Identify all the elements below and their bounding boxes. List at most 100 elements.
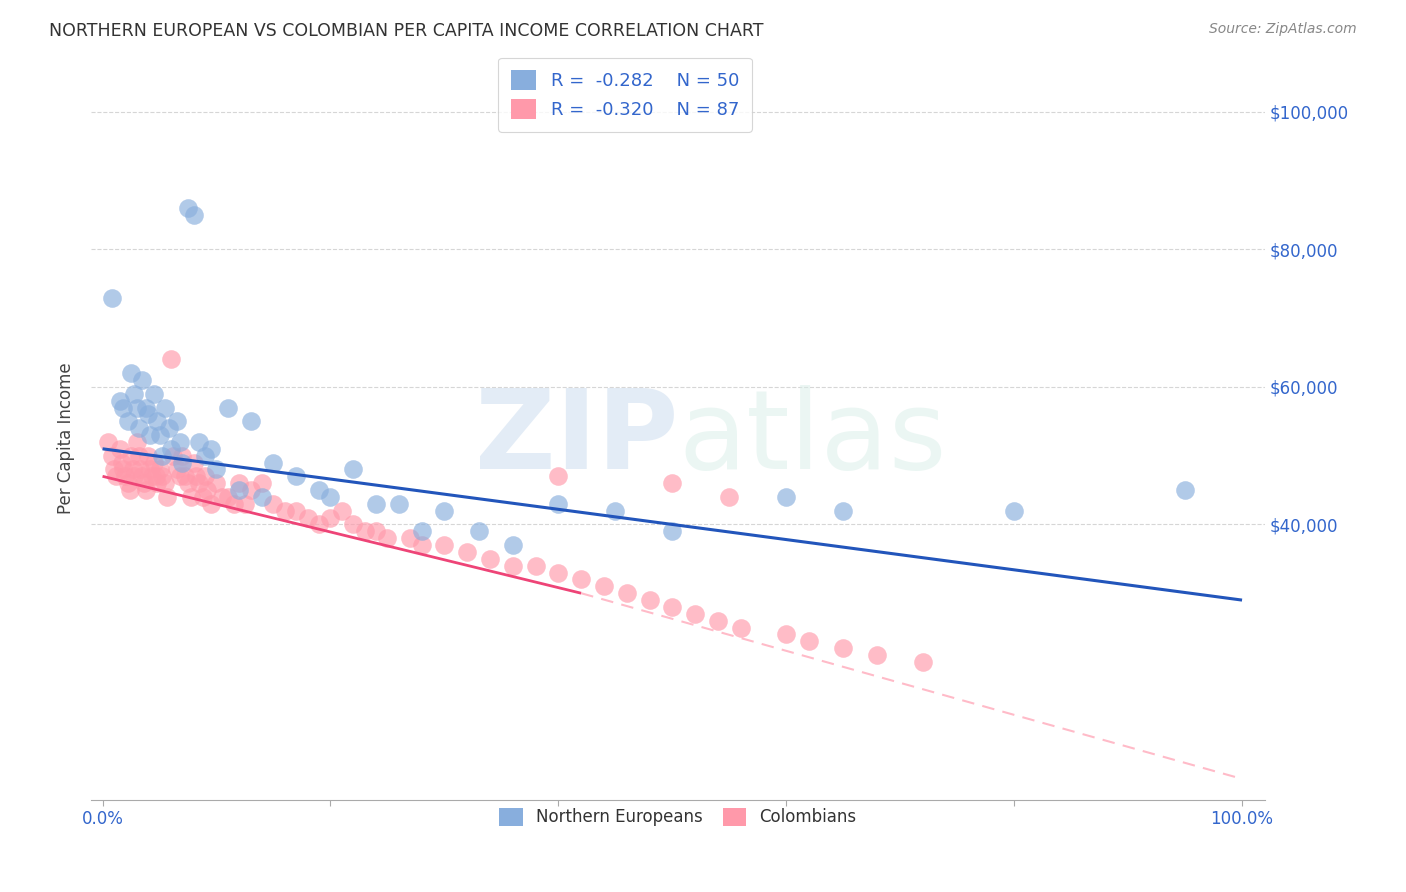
Text: NORTHERN EUROPEAN VS COLOMBIAN PER CAPITA INCOME CORRELATION CHART: NORTHERN EUROPEAN VS COLOMBIAN PER CAPIT…	[49, 22, 763, 40]
Point	[285, 504, 308, 518]
Point	[136, 408, 159, 422]
Text: atlas: atlas	[678, 385, 946, 492]
Point	[205, 476, 228, 491]
Point	[166, 414, 188, 428]
Point	[661, 476, 683, 491]
Point	[797, 634, 820, 648]
Point	[131, 373, 153, 387]
Point	[124, 469, 146, 483]
Point	[250, 476, 273, 491]
Point	[274, 504, 297, 518]
Point	[239, 483, 262, 497]
Point	[118, 483, 141, 497]
Point	[330, 504, 353, 518]
Text: Source: ZipAtlas.com: Source: ZipAtlas.com	[1209, 22, 1357, 37]
Point	[228, 483, 250, 497]
Point	[211, 490, 233, 504]
Point	[683, 607, 706, 621]
Point	[775, 627, 797, 641]
Text: ZIP: ZIP	[475, 385, 678, 492]
Point	[150, 449, 173, 463]
Point	[297, 510, 319, 524]
Point	[108, 393, 131, 408]
Point	[502, 538, 524, 552]
Point	[184, 469, 207, 483]
Point	[200, 497, 222, 511]
Point	[160, 442, 183, 456]
Point	[661, 524, 683, 539]
Point	[160, 352, 183, 367]
Point	[120, 449, 142, 463]
Point	[112, 401, 135, 415]
Point	[146, 476, 169, 491]
Point	[142, 456, 165, 470]
Point	[1174, 483, 1197, 497]
Point	[194, 449, 217, 463]
Point	[353, 524, 375, 539]
Point	[117, 476, 139, 491]
Point	[132, 476, 155, 491]
Y-axis label: Per Capita Income: Per Capita Income	[58, 363, 75, 515]
Point	[319, 510, 342, 524]
Point	[364, 497, 387, 511]
Point	[832, 504, 855, 518]
Point	[308, 517, 330, 532]
Point	[125, 401, 148, 415]
Point	[285, 469, 308, 483]
Point	[128, 421, 150, 435]
Point	[411, 538, 433, 552]
Point	[111, 456, 134, 470]
Point	[124, 386, 146, 401]
Point	[217, 490, 239, 504]
Point	[342, 462, 364, 476]
Point	[150, 469, 173, 483]
Point	[605, 504, 627, 518]
Point	[136, 449, 159, 463]
Point	[114, 469, 136, 483]
Point	[228, 476, 250, 491]
Point	[169, 434, 191, 449]
Point	[194, 469, 217, 483]
Point	[139, 462, 162, 476]
Point	[155, 476, 177, 491]
Point	[177, 476, 200, 491]
Point	[250, 490, 273, 504]
Point	[377, 531, 399, 545]
Point	[172, 456, 194, 470]
Point	[172, 449, 194, 463]
Point	[775, 490, 797, 504]
Point	[183, 456, 205, 470]
Point	[166, 462, 188, 476]
Point	[569, 573, 592, 587]
Point	[148, 462, 170, 476]
Point	[112, 462, 135, 476]
Point	[148, 428, 170, 442]
Point	[141, 469, 163, 483]
Point	[364, 524, 387, 539]
Point	[142, 386, 165, 401]
Point	[866, 648, 889, 662]
Point	[233, 497, 256, 511]
Point	[911, 655, 934, 669]
Point	[217, 401, 239, 415]
Point	[108, 442, 131, 456]
Point	[128, 449, 150, 463]
Point	[524, 558, 547, 573]
Legend: Northern Europeans, Colombians: Northern Europeans, Colombians	[491, 799, 865, 835]
Point	[173, 469, 195, 483]
Point	[135, 401, 157, 415]
Point	[129, 462, 152, 476]
Point	[502, 558, 524, 573]
Point	[120, 366, 142, 380]
Point	[169, 469, 191, 483]
Point	[388, 497, 411, 511]
Point	[661, 599, 683, 614]
Point	[718, 490, 741, 504]
Point	[616, 586, 638, 600]
Point	[100, 449, 122, 463]
Point	[139, 428, 162, 442]
Point	[135, 483, 157, 497]
Point	[547, 469, 569, 483]
Point	[156, 490, 179, 504]
Point	[456, 545, 478, 559]
